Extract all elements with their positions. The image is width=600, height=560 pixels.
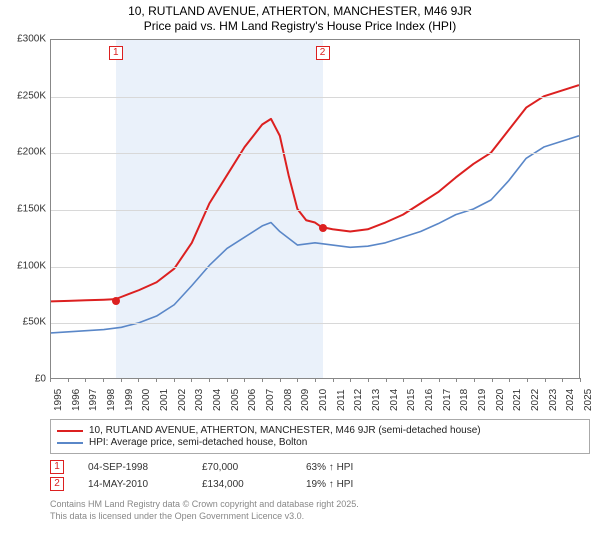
transaction-date: 14-MAY-2010 <box>88 479 178 490</box>
legend-swatch <box>57 442 83 444</box>
x-tick-label: 2002 <box>177 389 188 411</box>
x-tick-label: 2015 <box>406 389 417 411</box>
transaction-row: 1 04-SEP-1998 £70,000 63% ↑ HPI <box>50 460 590 474</box>
legend-swatch <box>57 430 83 432</box>
y-tick-label: £200K <box>17 147 46 158</box>
marker-dot-1 <box>112 297 120 305</box>
transaction-delta: 63% ↑ HPI <box>306 462 396 473</box>
y-tick-label: £300K <box>17 34 46 45</box>
attribution-line2: This data is licensed under the Open Gov… <box>50 511 590 523</box>
x-tick-label: 2017 <box>442 389 453 411</box>
transaction-marker: 2 <box>50 477 64 491</box>
x-axis: 1995 1996 1997 1998 1999 2000 2001 2002 2003 2004… <box>50 379 580 417</box>
series-hpi <box>51 136 579 333</box>
attribution-line1: Contains HM Land Registry data © Crown c… <box>50 499 590 511</box>
transaction-delta: 19% ↑ HPI <box>306 479 396 490</box>
y-tick-label: £150K <box>17 204 46 215</box>
x-tick-label: 1995 <box>53 389 64 411</box>
x-tick-label: 2023 <box>548 389 559 411</box>
x-tick-label: 2021 <box>512 389 523 411</box>
transaction-marker: 1 <box>50 460 64 474</box>
legend-label: HPI: Average price, semi-detached house,… <box>89 437 307 448</box>
transaction-row: 2 14-MAY-2010 £134,000 19% ↑ HPI <box>50 477 590 491</box>
y-axis: £0£50K£100K£150K£200K£250K£300K <box>10 39 50 379</box>
x-tick-label: 1998 <box>106 389 117 411</box>
x-tick-label: 2000 <box>141 389 152 411</box>
transaction-date: 04-SEP-1998 <box>88 462 178 473</box>
x-tick-label: 2005 <box>230 389 241 411</box>
marker-label-1: 1 <box>109 46 123 60</box>
x-tick-label: 2011 <box>336 389 347 411</box>
transactions-table: 1 04-SEP-1998 £70,000 63% ↑ HPI 2 14-MAY-2010… <box>50 460 590 491</box>
title-block: 10, RUTLAND AVENUE, ATHERTON, MANCHESTER… <box>0 0 600 33</box>
y-tick-label: £100K <box>17 260 46 271</box>
transaction-price: £70,000 <box>202 462 282 473</box>
y-tick-label: £50K <box>23 317 46 328</box>
transaction-price: £134,000 <box>202 479 282 490</box>
x-tick-label: 2016 <box>424 389 435 411</box>
x-tick-label: 2019 <box>477 389 488 411</box>
series-price_paid <box>51 85 579 301</box>
x-tick-label: 2001 <box>159 389 170 411</box>
x-tick-label: 2006 <box>247 389 258 411</box>
title-subtitle: Price paid vs. HM Land Registry's House … <box>0 19 600 33</box>
marker-label-2: 2 <box>316 46 330 60</box>
plot-area: 12 <box>50 39 580 379</box>
y-tick-label: £0 <box>35 374 46 385</box>
x-tick-label: 2007 <box>265 389 276 411</box>
y-tick-label: £250K <box>17 90 46 101</box>
x-tick-label: 2004 <box>212 389 223 411</box>
x-tick-label: 2024 <box>565 389 576 411</box>
x-tick-label: 1997 <box>88 389 99 411</box>
x-tick-label: 2010 <box>318 389 329 411</box>
legend-item: 10, RUTLAND AVENUE, ATHERTON, MANCHESTER… <box>57 425 583 436</box>
x-tick-label: 2018 <box>459 389 470 411</box>
chart-lines <box>51 40 579 378</box>
x-tick-label: 2008 <box>283 389 294 411</box>
x-tick-label: 2014 <box>389 389 400 411</box>
title-address: 10, RUTLAND AVENUE, ATHERTON, MANCHESTER… <box>0 4 600 18</box>
x-tick-label: 2003 <box>194 389 205 411</box>
attribution: Contains HM Land Registry data © Crown c… <box>50 499 590 522</box>
x-tick-label: 2012 <box>353 389 364 411</box>
x-tick-label: 2022 <box>530 389 541 411</box>
legend: 10, RUTLAND AVENUE, ATHERTON, MANCHESTER… <box>50 419 590 454</box>
marker-dot-2 <box>319 224 327 232</box>
x-tick-label: 2025 <box>583 389 594 411</box>
x-tick-label: 2013 <box>371 389 382 411</box>
x-tick-label: 1999 <box>124 389 135 411</box>
chart-container: £0£50K£100K£150K£200K£250K£300K 12 19951… <box>10 39 590 417</box>
x-tick-label: 1996 <box>71 389 82 411</box>
legend-label: 10, RUTLAND AVENUE, ATHERTON, MANCHESTER… <box>89 425 481 436</box>
legend-item: HPI: Average price, semi-detached house,… <box>57 437 583 448</box>
x-tick-label: 2020 <box>495 389 506 411</box>
x-tick-label: 2009 <box>300 389 311 411</box>
